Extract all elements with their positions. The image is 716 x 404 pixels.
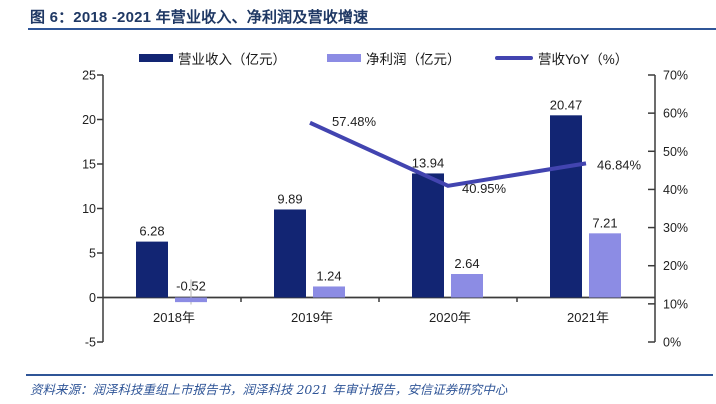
bar-value-label: -0.52 (176, 279, 206, 294)
left-axis-tick-label: 10 (82, 202, 96, 216)
left-axis-tick-label: 15 (82, 158, 96, 172)
chart-legend: 营业收入（亿元） 净利润（亿元） 营收YoY（%） (0, 49, 716, 67)
bar-value-label: 6.28 (139, 224, 164, 239)
bar-profit-2019年 (313, 286, 345, 298)
bar-profit-2021年 (589, 233, 621, 298)
bar-profit-2018年 (175, 297, 207, 303)
yoy-value-label: 46.84% (597, 157, 642, 172)
right-axis-tick-label: 50% (663, 145, 688, 159)
bar-value-label: 2.64 (454, 256, 479, 271)
source-note: 资料来源：润泽科技重组上市报告书，润泽科技 2021 年审计报告，安信证券研究中… (30, 382, 508, 397)
left-axis-tick-label: 25 (82, 69, 96, 83)
category-label: 2021年 (567, 310, 609, 325)
left-axis-tick-label: 20 (82, 113, 96, 127)
left-axis-tick-label: -5 (85, 336, 96, 350)
bar-profit-2020年 (451, 274, 483, 298)
category-label: 2020年 (429, 310, 471, 325)
category-label: 2019年 (291, 310, 333, 325)
bar-value-label: 7.21 (592, 215, 617, 230)
bar-revenue-2021年 (550, 115, 582, 298)
bar-value-label: 1.24 (316, 268, 341, 283)
profit-swatch-icon (327, 54, 361, 62)
footer-divider (26, 374, 713, 376)
legend-item-yoy: 营收YoY（%） (495, 49, 628, 67)
yoy-line-swatch-icon (495, 56, 533, 60)
title-divider (28, 28, 716, 30)
bar-value-label: 13.94 (412, 155, 445, 170)
bar-value-label: 9.89 (277, 191, 302, 206)
right-axis-tick-label: 60% (663, 107, 688, 121)
legend-item-revenue: 营业收入（亿元） (139, 49, 286, 67)
legend-label-profit: 净利润（亿元） (366, 52, 461, 67)
right-axis-tick-label: 70% (663, 69, 688, 83)
left-axis-tick-label: 5 (89, 247, 96, 261)
legend-label-revenue: 营业收入（亿元） (178, 52, 286, 67)
right-axis-tick-label: 20% (663, 259, 688, 273)
bar-value-label: 20.47 (550, 97, 583, 112)
yoy-line (309, 120, 587, 188)
revenue-swatch-icon (139, 54, 173, 62)
bar-revenue-2019年 (274, 209, 306, 298)
figure-title: 图 6：2018 -2021 年营业收入、净利润及营收增速 (30, 9, 369, 26)
left-axis-tick-label: 0 (89, 291, 96, 305)
right-axis-tick-label: 0% (663, 336, 681, 350)
right-axis-tick-label: 40% (663, 183, 688, 197)
right-axis-tick-label: 10% (663, 297, 688, 311)
bar-revenue-2020年 (412, 173, 444, 298)
legend-item-profit: 净利润（亿元） (327, 49, 461, 67)
bar-revenue-2018年 (136, 241, 168, 298)
right-axis-tick-label: 30% (663, 221, 688, 235)
legend-label-yoy: 营收YoY（%） (538, 52, 629, 67)
category-label: 2018年 (153, 310, 195, 325)
yoy-value-label: 40.95% (462, 181, 507, 196)
yoy-value-label: 57.48% (332, 114, 377, 129)
